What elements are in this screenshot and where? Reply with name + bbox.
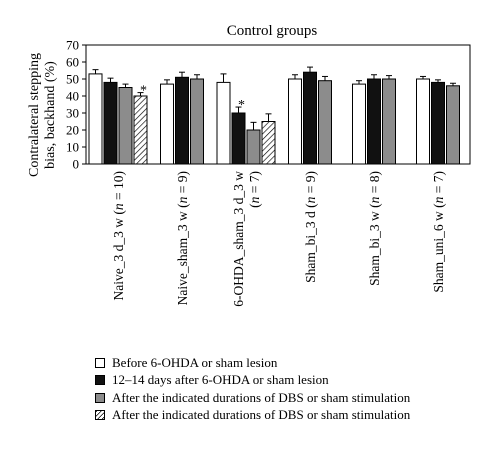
legend-item-after-dbs-hatched: After the indicated durations of DBS or … xyxy=(95,407,495,425)
x-tick-label: Naive_sham_3 w (n = 9) xyxy=(175,171,190,305)
bar-black xyxy=(431,81,445,165)
bar-white xyxy=(216,81,231,165)
y-tick-label: 50 xyxy=(66,72,79,87)
x-tick-label-part: = 8) xyxy=(367,171,382,197)
y-tick-label: 10 xyxy=(66,140,79,155)
x-tick-label: 6-OHDA_sham_3 d_3 w xyxy=(231,171,246,307)
bar-hatch xyxy=(261,121,276,165)
x-tick-label-part: ( xyxy=(247,203,262,208)
x-tick-label-part: Sham_uni_6 w ( xyxy=(431,203,446,293)
bar-white xyxy=(352,83,366,165)
x-tick-label-part: Naive_3 d_3 w ( xyxy=(111,210,126,301)
bar-gray xyxy=(118,87,133,165)
x-tick-label-part: n xyxy=(367,196,382,203)
significance-marker: * xyxy=(238,98,245,113)
x-tick-label-part: Naive_sham_3 w ( xyxy=(175,203,190,305)
bar-hatch xyxy=(133,95,148,165)
x-tick-label-part: Sham_bi_3 d ( xyxy=(303,203,318,283)
legend-swatch-hatched xyxy=(95,410,105,421)
legend-item-after-dbs-gray: After the indicated durations of DBS or … xyxy=(95,389,495,407)
legend-label: After the indicated durations of DBS or … xyxy=(112,407,411,423)
y-axis-label-line-2: bias, backhand (%) xyxy=(43,61,58,169)
x-tick-label-part: n xyxy=(303,196,318,203)
x-tick-label-part: = 9) xyxy=(175,171,190,197)
legend-item-before: Before 6-OHDA or sham lesion xyxy=(95,354,495,372)
legend: Before 6-OHDA or sham lesion 12–14 days … xyxy=(95,354,495,424)
y-tick-label: 20 xyxy=(66,123,79,138)
x-tick-label-part: Sham_bi_3 w ( xyxy=(367,203,382,286)
bar-gray xyxy=(382,78,396,165)
x-tick-label-part: 6-OHDA_sham_3 d_3 w xyxy=(231,171,246,307)
x-tick-label: Sham_bi_3 w (n = 8) xyxy=(367,171,382,286)
x-tick-label-line-2: (n = 7) xyxy=(247,171,262,208)
significance-marker: * xyxy=(140,84,147,99)
y-tick-label: 60 xyxy=(66,55,79,70)
plot-frame xyxy=(85,44,471,165)
legend-item-12-14-days: 12–14 days after 6-OHDA or sham lesion xyxy=(95,372,495,390)
x-tick-label-part: = 10) xyxy=(111,171,126,203)
bar-white xyxy=(288,78,302,165)
legend-label: Before 6-OHDA or sham lesion xyxy=(112,354,278,370)
y-axis-label: Contralateral stepping bias, backhand (%… xyxy=(27,53,58,177)
y-axis-ticks: 0 10 20 30 40 50 60 70 xyxy=(66,38,86,172)
x-tick-label-part: = 7) xyxy=(247,171,262,197)
bar-black xyxy=(175,76,189,165)
bar-white xyxy=(160,83,174,165)
bar-black xyxy=(103,81,118,165)
x-tick-label-part: n xyxy=(431,196,446,203)
x-tick-label-part: = 9) xyxy=(303,171,318,197)
chart-title: Control groups xyxy=(227,23,318,39)
legend-label: 12–14 days after 6-OHDA or sham lesion xyxy=(112,372,329,388)
x-tick-label: Naive_3 d_3 w (n = 10) xyxy=(111,171,126,300)
x-tick-label-part: n xyxy=(175,196,190,203)
bar-black xyxy=(231,112,246,165)
y-tick-label: 70 xyxy=(66,38,79,53)
legend-swatch-gray xyxy=(95,392,105,403)
y-tick-label: 40 xyxy=(66,89,79,104)
legend-swatch-black xyxy=(95,375,105,386)
y-tick-label: 30 xyxy=(66,106,79,121)
x-tick-label-part: = 7) xyxy=(431,171,446,197)
x-tick-label: Sham_bi_3 d (n = 9) xyxy=(303,171,318,283)
legend-label: After the indicated durations of DBS or … xyxy=(112,389,411,405)
bars: ** xyxy=(88,66,460,165)
bar-gray xyxy=(190,78,204,165)
x-tick-label-part: n xyxy=(111,203,126,210)
x-tick-label-part: n xyxy=(247,196,262,203)
x-axis-labels: Naive_3 d_3 w (n = 10)Naive_sham_3 w (n … xyxy=(111,171,446,307)
y-axis-label-line-1: Contralateral stepping xyxy=(27,53,42,177)
x-tick-label: Sham_uni_6 w (n = 7) xyxy=(431,171,446,293)
bar-chart: Control groups Contralateral stepping bi… xyxy=(27,23,471,307)
bar-white xyxy=(416,78,430,165)
bar-gray xyxy=(318,80,332,165)
bar-gray xyxy=(446,85,460,165)
bar-black xyxy=(303,71,317,165)
bar-black xyxy=(367,78,381,165)
bar-white xyxy=(88,73,103,165)
bar-gray xyxy=(246,129,261,165)
legend-swatch-white xyxy=(95,357,105,368)
y-tick-label: 0 xyxy=(73,157,80,172)
